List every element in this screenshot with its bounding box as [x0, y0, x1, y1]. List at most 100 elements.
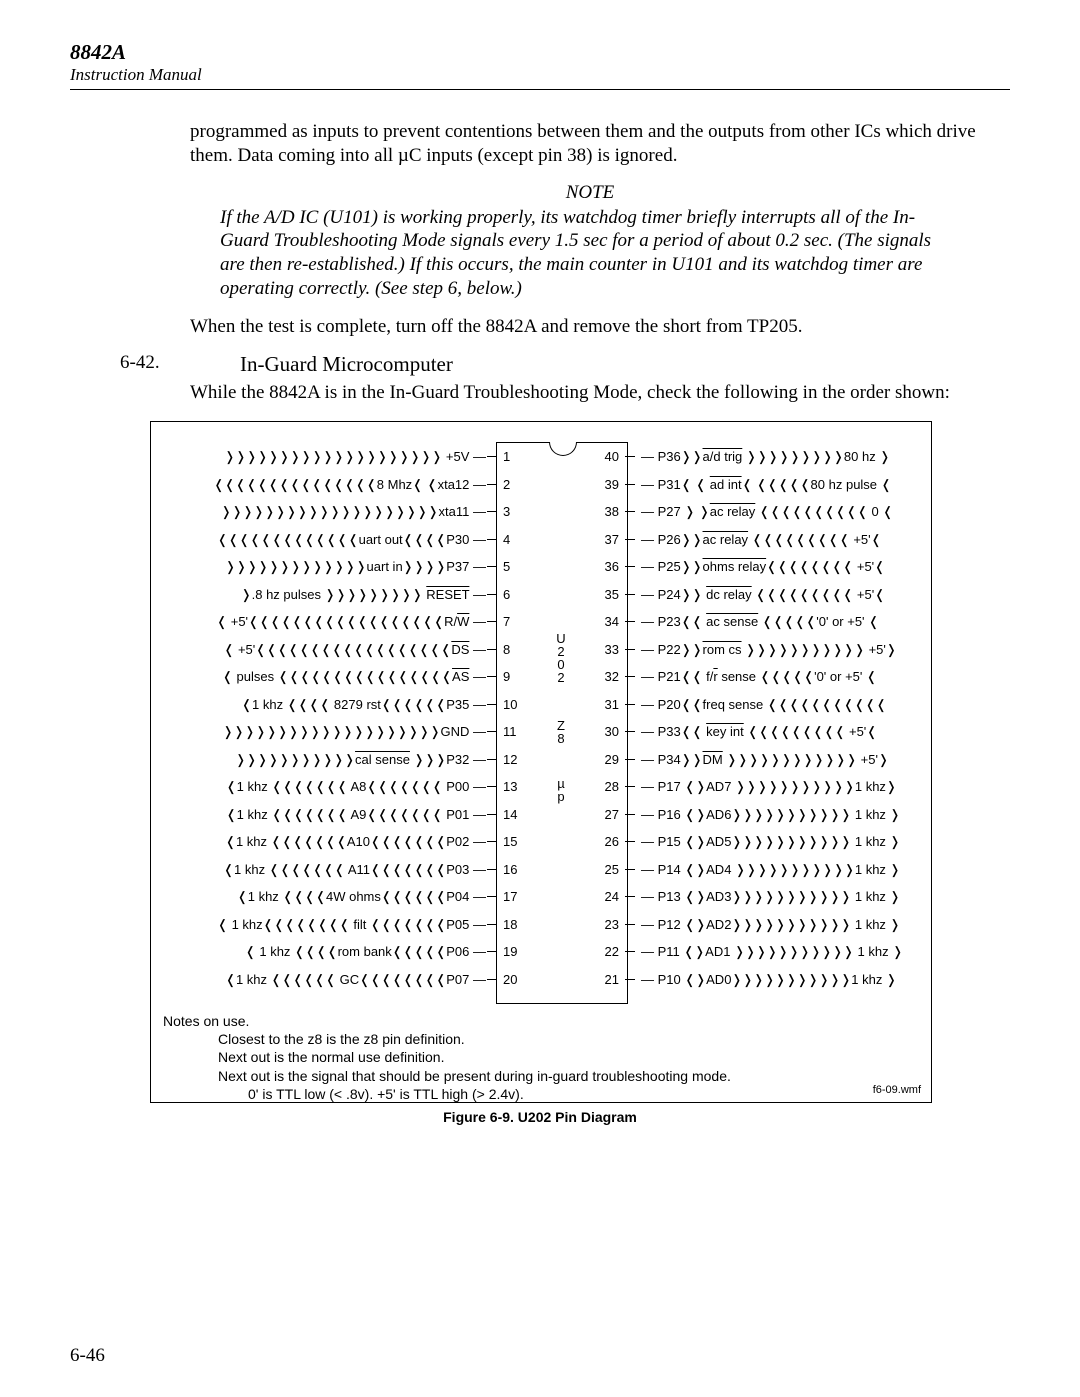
- pin-left-number: 7: [503, 615, 510, 629]
- pin-tick-right: [625, 539, 635, 540]
- pin-right-label: — P22❭❭rom cs ❭❭❭❭❭❭❭❭❭❭❭ +5'❭: [641, 643, 931, 657]
- section-body: While the 8842A is in the In-Guard Troub…: [190, 381, 990, 405]
- pin-right-number: 38: [605, 505, 619, 519]
- pin-tick-right: [625, 924, 635, 925]
- pin-tick-left: [487, 814, 497, 815]
- section-title: In-Guard Microcomputer: [240, 352, 453, 377]
- pin-right-label: — P13 ❬❭AD3❭❭❭❭❭❭❭❭❭❭❭ 1 khz ❭: [641, 890, 931, 904]
- pin-left-label: ❭❭❭❭❭❭❭❭❭❭❭❭❭❭❭❭❭❭❭❭GND —: [156, 725, 486, 739]
- pin-tick-right: [625, 759, 635, 760]
- pin-tick-right: [625, 511, 635, 512]
- pin-row: ❭❭❭❭❭❭❭❭❭❭❭cal sense ❭❭❭P32 —1229— P34❭❭…: [151, 753, 931, 781]
- pin-right-label: — P24❭❭ dc relay ❬❬❬❬❬❬❬❬❬ +5'❬: [641, 588, 931, 602]
- notes-line-3: Next out is the signal that should be pr…: [218, 1067, 731, 1085]
- pin-left-number: 3: [503, 505, 510, 519]
- pin-left-number: 12: [503, 753, 517, 767]
- notes-title: Notes on use.: [163, 1012, 731, 1030]
- pin-left-label: ❬1 khz ❬❬❬❬4W ohms❬❬❬❬❬❬P04 —: [156, 890, 486, 904]
- pin-right-number: 40: [605, 450, 619, 464]
- pin-right-label: — P12 ❬❭AD2❭❭❭❭❭❭❭❭❭❭❭ 1 khz ❭: [641, 918, 931, 932]
- pin-row: ❬1 khz ❬❬❬❬❬❬❬ A9❬❬❬❬❬❬❬ P01 —1427— P16 …: [151, 808, 931, 836]
- pin-left-label: ❬ +5'❬❬❬❬❬❬❬❬❬❬❬❬❬❬❬❬❬❬DS —: [156, 643, 486, 657]
- pin-tick-left: [487, 704, 497, 705]
- pin-right-number: 30: [605, 725, 619, 739]
- page-header: 8842A Instruction Manual: [70, 40, 1010, 90]
- pin-tick-right: [625, 731, 635, 732]
- pin-tick-left: [487, 676, 497, 677]
- pin-right-label: — P21❬❬ f/r sense ❬❬❬❬❬'0' or +5' ❬: [641, 670, 931, 684]
- pin-row: ❬1 khz ❬❬❬❬❬❬ GC❬❬❬❬❬❬❬❬P07 —2021— P10 ❬…: [151, 973, 931, 1001]
- header-model: 8842A: [70, 40, 1010, 65]
- pin-tick-left: [487, 786, 497, 787]
- pin-right-label: — P26❭❭ac relay ❬❬❬❬❬❬❬❬❬ +5'❬: [641, 533, 931, 547]
- figure-notes: Notes on use. Closest to the z8 is the z…: [163, 1012, 731, 1103]
- pin-row: ❬❬❬❬❬❬❬❬❬❬❬❬❬uart out❬❬❬❬P30 — 4 37 — P26❭❭…: [151, 533, 931, 561]
- pin-left-number: 9: [503, 670, 510, 684]
- pin-row: ❬1 khz ❬❬❬❬❬❬❬ A11❬❬❬❬❬❬❬P03 —1625— P14 …: [151, 863, 931, 891]
- body-content: programmed as inputs to prevent contenti…: [190, 120, 990, 338]
- pin-row: ❭❭❭❭❭❭❭❭❭❭❭❭❭❭❭❭❭❭❭❭ +5V — 1 40 — P36❭❭a/d …: [151, 450, 931, 478]
- pin-tick-left: [487, 951, 497, 952]
- pin-tick-right: [625, 649, 635, 650]
- pin-tick-right: [625, 814, 635, 815]
- pin-tick-left: [487, 731, 497, 732]
- pin-left-number: 20: [503, 973, 517, 987]
- pin-tick-left: [487, 456, 497, 457]
- pin-right-number: 31: [605, 698, 619, 712]
- notes-line-4: 0' is TTL low (< .8v). +5' is TTL high (…: [248, 1085, 731, 1103]
- pin-right-number: 24: [605, 890, 619, 904]
- pin-left-label: ❬1 khz ❬❬❬❬❬❬❬A10❬❬❬❬❬❬❬P02 —: [156, 835, 486, 849]
- pin-left-label: ❬1 khz ❬❬❬❬ 8279 rst❬❬❬❬❬❬P35 —: [156, 698, 486, 712]
- pin-left-number: 2: [503, 478, 510, 492]
- pin-left-label: ❭❭❭❭❭❭❭❭❭❭❭❭❭❭❭❭❭❭❭❭xta11 —: [156, 505, 486, 519]
- pin-tick-right: [625, 484, 635, 485]
- section-number: 6-42.: [70, 352, 240, 377]
- figure-caption: Figure 6-9. U202 Pin Diagram: [150, 1109, 930, 1125]
- pin-left-number: 4: [503, 533, 510, 547]
- pin-tick-left: [487, 594, 497, 595]
- section-heading-row: 6-42. In-Guard Microcomputer: [70, 352, 1010, 377]
- pin-tick-right: [625, 896, 635, 897]
- pin-tick-right: [625, 676, 635, 677]
- pin-row: ❭.8 hz pulses ❭❭❭❭❭❭❭❭❭ RESET —635— P24❭…: [151, 588, 931, 616]
- page-number: 6-46: [70, 1345, 105, 1367]
- pin-tick-left: [487, 621, 497, 622]
- chip-label-u202: U202: [546, 632, 576, 684]
- paragraph-1: programmed as inputs to prevent contenti…: [190, 120, 990, 168]
- pin-diagram-figure: ❭❭❭❭❭❭❭❭❭❭❭❭❭❭❭❭❭❭❭❭ +5V — 1 40 — P36❭❭a/d …: [150, 421, 932, 1103]
- pin-tick-right: [625, 566, 635, 567]
- pin-right-number: 28: [605, 780, 619, 794]
- pin-left-label: ❬❬❬❬❬❬❬❬❬❬❬❬❬uart out❬❬❬❬P30 —: [156, 533, 486, 547]
- pin-tick-right: [625, 951, 635, 952]
- pin-left-label: ❬ +5'❬❬❬❬❬❬❬❬❬❬❬❬❬❬❬❬❬❬R/W —: [156, 615, 486, 629]
- pin-row: ❭❭❭❭❭❭❭❭❭❭❭❭❭❭❭❭❭❭❭❭GND —1130— P33❬❬ key…: [151, 725, 931, 753]
- pin-right-number: 34: [605, 615, 619, 629]
- pin-left-label: ❬1 khz ❬❬❬❬❬❬ GC❬❬❬❬❬❬❬❬P07 —: [156, 973, 486, 987]
- chip-label-z8: Z8: [546, 719, 576, 745]
- pin-right-label: — P36❭❭a/d trig ❭❭❭❭❭❭❭❭❭80 hz ❭: [641, 450, 931, 464]
- pin-left-number: 5: [503, 560, 510, 574]
- pin-right-number: 33: [605, 643, 619, 657]
- pin-row: ❬ +5'❬❬❬❬❬❬❬❬❬❬❬❬❬❬❬❬❬❬DS — 8 33 — P22❭❭rom…: [151, 643, 931, 671]
- pin-left-number: 16: [503, 863, 517, 877]
- pin-tick-left: [487, 566, 497, 567]
- pin-left-label: ❬ pulses ❬❬❬❬❬❬❬❬❬❬❬❬❬❬❬❬AS —: [156, 670, 486, 684]
- pin-right-label: — P27 ❭ ❭ac relay ❬❬❬❬❬❬❬❬❬❬ 0 ❬: [641, 505, 931, 519]
- pin-right-number: 37: [605, 533, 619, 547]
- chip-label-up: µp: [546, 777, 576, 803]
- pin-right-number: 26: [605, 835, 619, 849]
- pin-left-number: 19: [503, 945, 517, 959]
- pin-tick-left: [487, 924, 497, 925]
- pin-left-number: 8: [503, 643, 510, 657]
- pin-right-number: 35: [605, 588, 619, 602]
- pin-tick-left: [487, 869, 497, 870]
- pin-left-number: 1: [503, 450, 510, 464]
- pin-left-label: ❭❭❭❭❭❭❭❭❭❭❭❭❭uart in❭❭❭❭P37 —: [156, 560, 486, 574]
- section-body-wrap: While the 8842A is in the In-Guard Troub…: [190, 381, 990, 405]
- pin-left-label: ❭❭❭❭❭❭❭❭❭❭❭❭❭❭❭❭❭❭❭❭ +5V —: [156, 450, 486, 464]
- pin-row: ❬ 1 khz ❬❬❬❬rom bank❬❬❬❬❬P06 —1922— P11 …: [151, 945, 931, 973]
- pin-tick-right: [625, 979, 635, 980]
- pin-left-label: ❬1 khz ❬❬❬❬❬❬❬ A9❬❬❬❬❬❬❬ P01 —: [156, 808, 486, 822]
- pin-right-number: 23: [605, 918, 619, 932]
- pin-tick-left: [487, 841, 497, 842]
